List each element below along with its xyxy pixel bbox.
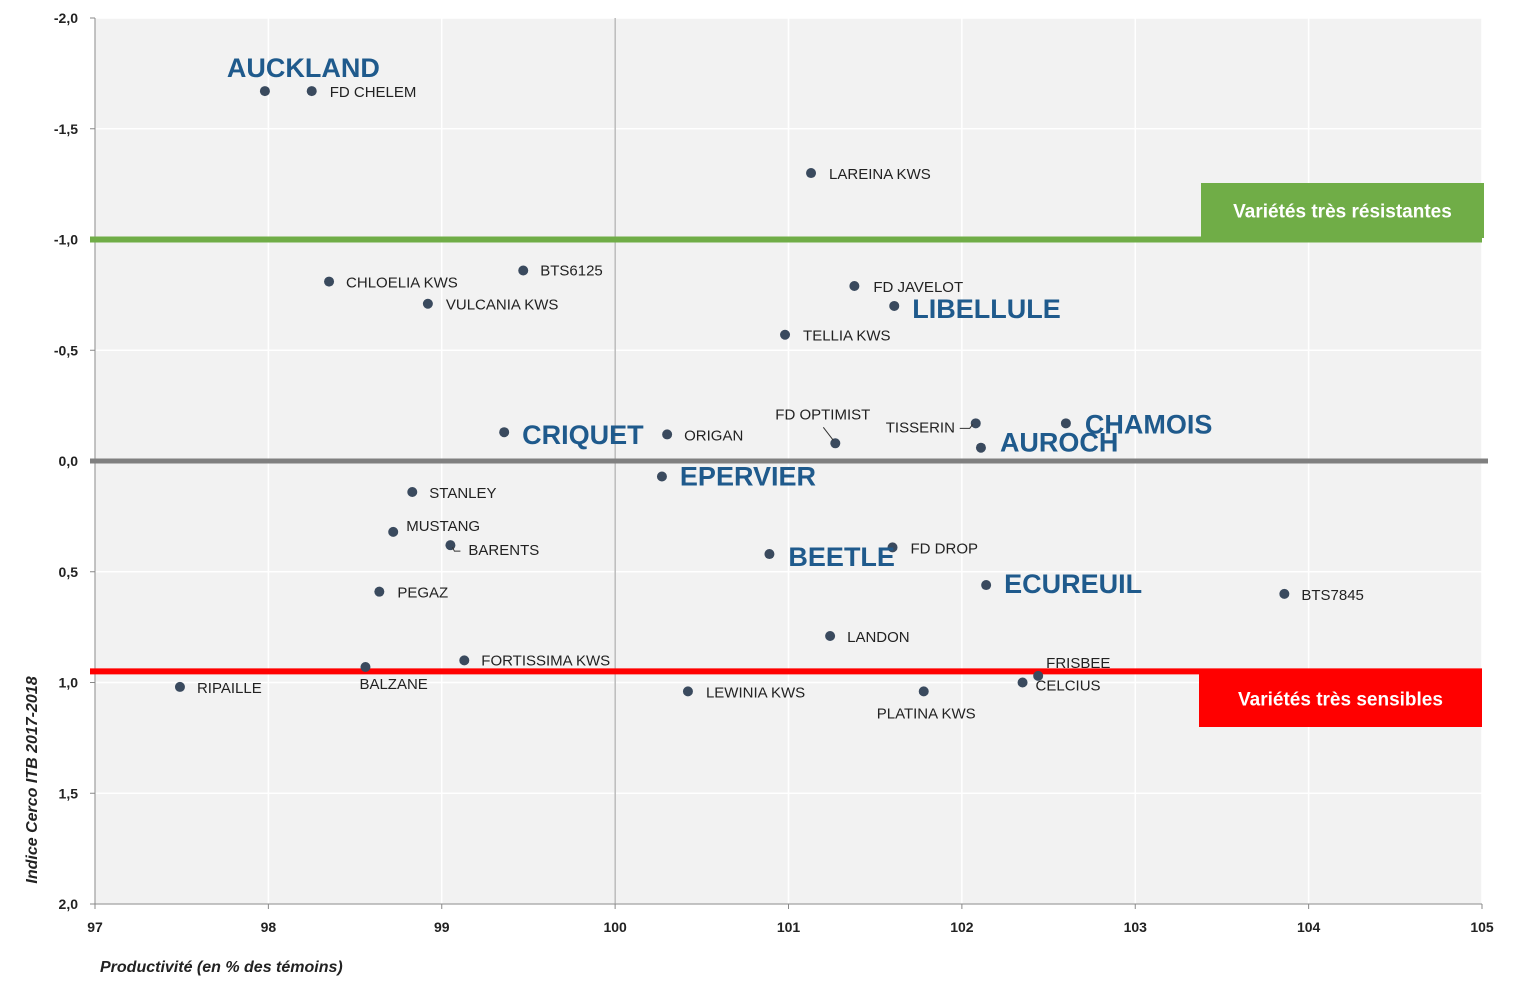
label-auckland: AUCKLAND (227, 53, 380, 83)
label-libellule: LIBELLULE (912, 294, 1061, 324)
label-platina-kws: PLATINA KWS (877, 705, 976, 722)
label-fortissima-kws: FORTISSIMA KWS (481, 652, 610, 669)
label-chamois: CHAMOIS (1085, 409, 1213, 439)
label-balzane: BALZANE (359, 676, 427, 693)
point-platina-kws (918, 686, 929, 697)
label-bts7845: BTS7845 (1301, 587, 1364, 604)
point-vulcania-kws (422, 298, 433, 309)
label-lewinia-kws: LEWINIA KWS (706, 684, 805, 701)
label-tellia-kws: TELLIA KWS (803, 328, 891, 345)
x-tick-label: 103 (1124, 919, 1148, 935)
point-mustang (388, 526, 399, 537)
point-bts7845 (1279, 588, 1290, 599)
y-tick-label: -1,5 (54, 121, 78, 137)
label-fd-javelot: FD JAVELOT (873, 279, 963, 296)
x-tick-label: 100 (603, 919, 627, 935)
x-axis-title: Productivité (en % des témoins) (100, 959, 343, 976)
point-origan (662, 429, 673, 440)
x-tick-label: 102 (950, 919, 974, 935)
point-fd-drop (887, 542, 898, 553)
label-mustang: MUSTANG (406, 518, 480, 535)
leader-barents (451, 546, 461, 552)
label-celcius: CELCIUS (1036, 678, 1101, 695)
x-tick-label: 101 (777, 919, 801, 935)
x-tick-label: 104 (1297, 919, 1321, 935)
point-epervier (656, 471, 667, 482)
y-tick-label: 0,0 (59, 453, 79, 469)
sensitive-threshold-label: Variétés très sensibles (1238, 690, 1443, 711)
label-fd-chelem: FD CHELEM (330, 84, 417, 101)
resistant-threshold-label: Variétés très résistantes (1233, 202, 1452, 223)
label-fd-drop: FD DROP (911, 540, 979, 557)
label-barents: BARENTS (468, 542, 539, 559)
point-beetle (764, 549, 775, 560)
point-fd-chelem (306, 86, 317, 97)
point-ecureuil (981, 580, 992, 591)
label-pegaz: PEGAZ (397, 585, 448, 602)
point-bts6125 (518, 265, 529, 276)
point-fortissima-kws (459, 655, 470, 666)
point-barents (445, 540, 456, 551)
point-ripaille (174, 681, 185, 692)
label-auroch: AUROCH (1000, 428, 1119, 458)
point-lareina-kws (806, 168, 817, 179)
label-vulcania-kws: VULCANIA KWS (446, 297, 559, 314)
point-pegaz (374, 586, 385, 597)
point-celcius (1017, 677, 1028, 688)
point-criquet (499, 427, 510, 438)
y-tick-label: 1,0 (59, 675, 79, 691)
point-landon (825, 630, 836, 641)
point-tisserin (970, 418, 981, 429)
y-tick-label: -2,0 (54, 10, 78, 26)
point-balzane (360, 661, 371, 672)
label-landon: LANDON (847, 629, 910, 646)
label-lareina-kws: LAREINA KWS (829, 166, 931, 183)
label-ecureuil: ECUREUIL (1004, 569, 1142, 599)
label-origan: ORIGAN (684, 427, 743, 444)
label-bts6125: BTS6125 (540, 263, 603, 280)
axes: -2,0 -1,5 -1,0 -0,5 0,0 0,5 1,0 1,5 2,0 97 98 99 100… (54, 10, 1494, 935)
point-auroch (975, 442, 986, 453)
y-tick-label: 0,5 (59, 564, 79, 580)
point-lewinia-kws (682, 686, 693, 697)
y-tick-label: -1,0 (54, 232, 78, 248)
point-frisbee (1033, 670, 1044, 681)
label-tisserin: TISSERIN (886, 419, 955, 436)
reference-lines: Variétés très résistantes Variétés très s… (90, 183, 1488, 727)
point-tellia-kws (780, 329, 791, 340)
point-fd-optimist (830, 438, 841, 449)
label-fd-optimist: FD OPTIMIST (775, 406, 870, 423)
label-epervier: EPERVIER (680, 462, 816, 492)
label-criquet: CRIQUET (522, 420, 644, 450)
label-frisbee: FRISBEE (1046, 655, 1110, 672)
sensitive-threshold-band (1199, 670, 1482, 727)
label-chloelia-kws: CHLOELIA KWS (346, 275, 458, 292)
point-chloelia-kws (324, 276, 335, 287)
label-stanley: STANLEY (429, 485, 496, 502)
resistant-threshold-band (1201, 183, 1484, 238)
x-tick-label: 98 (261, 919, 277, 935)
point-libellule (889, 300, 900, 311)
y-axis-title: Indice Cerco ITB 2017-2018 (24, 676, 41, 883)
label-ripaille: RIPAILLE (197, 680, 262, 697)
point-stanley (407, 487, 418, 498)
point-chamois (1060, 418, 1071, 429)
y-tick-label: 1,5 (59, 785, 79, 801)
leader-tisserin (959, 424, 974, 429)
label-beetle: BEETLE (788, 542, 895, 572)
x-tick-label: 105 (1470, 919, 1494, 935)
leader-fd-optimist (822, 426, 834, 441)
point-auckland (259, 86, 270, 97)
x-tick-label: 99 (434, 919, 450, 935)
x-tick-label: 97 (87, 919, 103, 935)
data-points (174, 86, 1290, 697)
point-fd-javelot (849, 281, 860, 292)
y-tick-label: 2,0 (59, 896, 79, 912)
y-tick-label: -0,5 (54, 342, 78, 358)
